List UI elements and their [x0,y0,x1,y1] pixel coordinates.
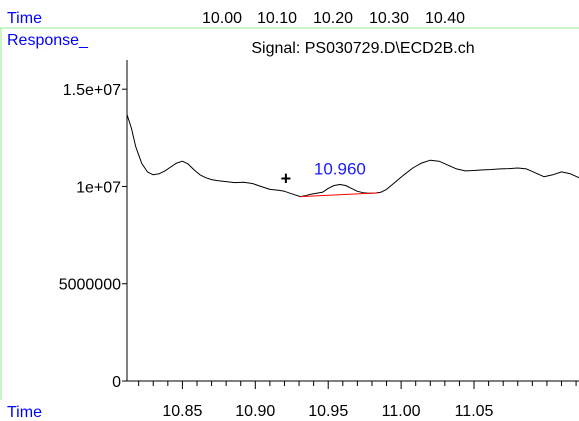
peak-baseline [300,192,378,198]
x-tick-label: 11.05 [455,403,494,420]
y-tick-label: 5000000 [59,277,121,294]
x-tick-label: 10.85 [162,403,202,420]
header-time-tick-label: 10.00 [202,10,242,27]
peak-retention-label: 10.960 [314,160,366,179]
header-time-ticks: 10.00 10.10 10.20 10.30 10.40 [202,10,465,27]
y-tick-label: 0 [112,374,121,391]
signal-trace [126,114,579,198]
x-tick-label: 10.95 [308,403,348,420]
header-response-label: Response_ [7,32,89,49]
y-tick-label: 1e+07 [76,179,121,196]
x-axis-ticks: 10.85 10.90 10.95 11.00 11.05 [138,381,577,420]
header-time-tick-label: 10.40 [425,10,465,27]
header-time-tick-label: 10.20 [313,10,353,27]
header-time-tick-label: 10.10 [257,10,297,27]
header-time-tick-label: 10.30 [369,10,409,27]
header-time-label: Time [7,10,42,27]
y-tick-label: 1.5e+07 [63,82,121,99]
plot-area: 10.960 + [126,114,579,198]
x-tick-label: 10.90 [235,403,275,420]
y-axis-ticks: 0 5000000 1e+07 1.5e+07 [59,82,127,391]
peak-marker: + [281,169,292,189]
x-axis-title: Time [7,404,42,421]
chart-title: Signal: PS030729.D\ECD2B.ch [251,40,474,57]
x-tick-label: 11.00 [382,403,421,420]
